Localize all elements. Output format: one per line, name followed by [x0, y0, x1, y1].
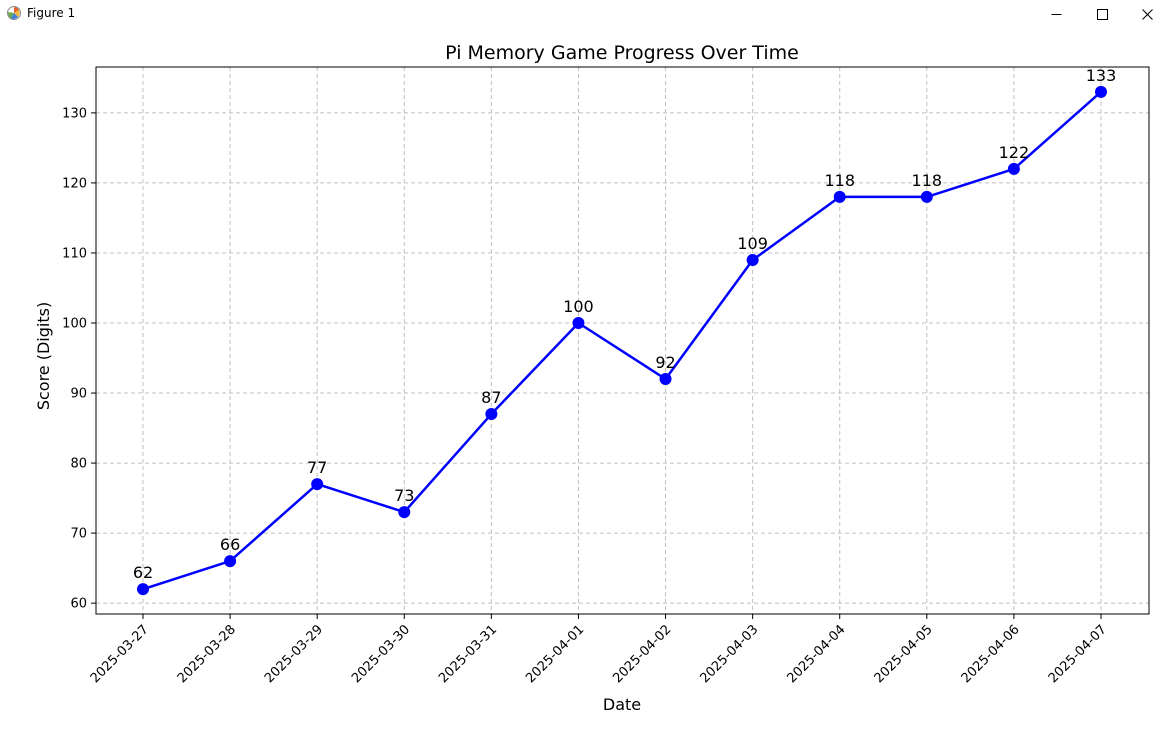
y-tick-label: 100	[62, 316, 87, 331]
window-title: Figure 1	[27, 6, 76, 20]
x-tick-label: 2025-03-29	[262, 622, 326, 686]
minimize-button[interactable]	[1033, 0, 1079, 28]
chart-title: Pi Memory Game Progress Over Time	[445, 42, 799, 64]
data-point	[659, 373, 672, 386]
close-button[interactable]	[1124, 0, 1167, 28]
data-label: 62	[133, 563, 153, 582]
y-tick-label: 70	[70, 527, 87, 542]
data-label: 66	[220, 535, 240, 554]
y-tick-label: 80	[70, 457, 87, 472]
data-point	[311, 478, 324, 491]
y-tick-label: 60	[70, 597, 87, 612]
y-tick-label: 130	[62, 106, 87, 121]
data-point	[920, 190, 933, 203]
matplotlib-icon	[6, 5, 22, 21]
close-icon	[1141, 8, 1153, 20]
x-tick-label: 2025-03-27	[88, 622, 152, 686]
figure-canvas: Pi Memory Game Progress Over Time 60 70 80…	[0, 28, 1167, 729]
data-point	[833, 190, 846, 203]
line-chart: Pi Memory Game Progress Over Time 60 70 80…	[34, 42, 1150, 714]
data-point	[746, 253, 759, 266]
x-tick-label: 2025-04-06	[959, 622, 1023, 686]
data-labels: 62 66 77 73 87 100 92 109 118 118 122 133	[133, 66, 1116, 582]
x-tick-label: 2025-04-04	[785, 622, 849, 686]
x-tick-label: 2025-04-01	[523, 622, 587, 686]
x-tick-label: 2025-03-28	[175, 622, 239, 686]
y-tick-label: 110	[62, 246, 87, 261]
data-label: 133	[1086, 66, 1117, 85]
data-label: 118	[824, 171, 855, 190]
x-tick-label: 2025-04-05	[872, 622, 936, 686]
grid	[96, 67, 1149, 614]
y-axis-label: Score (Digits)	[34, 302, 53, 410]
series-line	[142, 90, 1102, 591]
data-point	[1095, 85, 1107, 98]
data-label: 87	[481, 388, 501, 407]
maximize-button[interactable]	[1079, 0, 1125, 28]
title-bar: Figure 1	[0, 0, 1167, 28]
maximize-icon	[1096, 8, 1108, 20]
plot-frame	[95, 66, 1150, 615]
x-tick-label: 2025-03-31	[436, 622, 500, 686]
data-point	[224, 555, 237, 568]
data-label: 92	[655, 353, 675, 372]
series-layer	[137, 85, 1107, 596]
data-point	[137, 583, 149, 596]
data-label: 118	[912, 171, 943, 190]
data-label: 100	[563, 297, 594, 316]
data-label: 73	[394, 486, 414, 505]
y-tick-label: 90	[70, 387, 87, 402]
x-tick-label: 2025-03-30	[349, 622, 413, 686]
data-label: 109	[737, 234, 768, 253]
x-tick-label: 2025-04-02	[610, 622, 674, 686]
x-axis-label: Date	[603, 695, 641, 714]
minimize-icon	[1051, 13, 1061, 15]
axes: 60 70 80 90 100 110 120 130 2025-03-27 2025-03-28…	[62, 66, 1150, 686]
data-point	[485, 408, 498, 421]
x-tick-label: 2025-04-07	[1046, 622, 1110, 686]
data-point	[572, 316, 585, 329]
data-label: 122	[999, 143, 1030, 162]
data-point	[1007, 162, 1020, 175]
y-tick-label: 120	[62, 176, 87, 191]
data-point	[398, 506, 411, 519]
data-label: 77	[307, 458, 327, 477]
x-tick-label: 2025-04-03	[697, 622, 761, 686]
